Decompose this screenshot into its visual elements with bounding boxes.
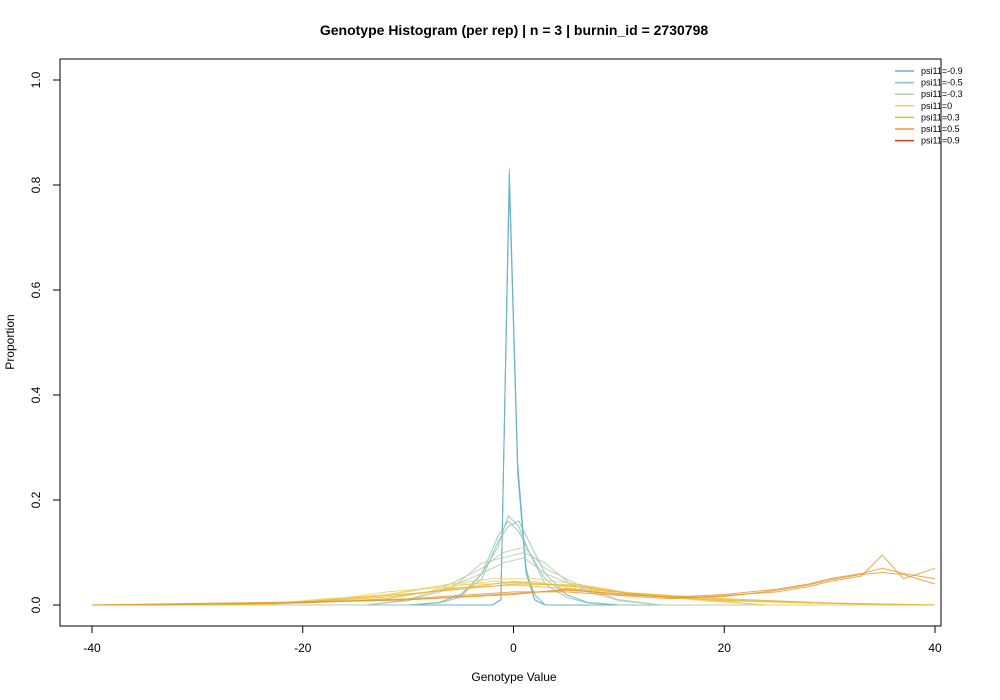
- series-psi11=-0.5: [92, 515, 935, 606]
- series-line-rep-3: [91, 572, 936, 606]
- series-psi11=0.5: [91, 554, 936, 606]
- series-line-rep-3: [92, 557, 935, 606]
- y-tick-label: 0.4: [29, 386, 43, 403]
- legend-entry: psi11=-0.3: [921, 89, 963, 99]
- series-line-rep-2: [92, 552, 935, 606]
- x-tick-label: 0: [510, 641, 517, 655]
- series-line-rep-3: [92, 580, 935, 606]
- legend-entry: psi11=-0.5: [921, 78, 963, 88]
- y-tick-label: 0.6: [29, 281, 43, 298]
- series-layer: [91, 168, 936, 606]
- x-tick-label: -40: [83, 641, 101, 655]
- series-line-rep-1: [92, 546, 935, 606]
- legend-entry: psi11=0.5: [921, 124, 960, 134]
- x-axis: -40 -20 0 20 40: [83, 625, 942, 655]
- legend-entry: psi11=0: [921, 101, 952, 111]
- legend-entry: psi11=0.9: [921, 136, 960, 146]
- series-psi11=-0.9: [92, 168, 935, 606]
- chart-title: Genotype Histogram (per rep) | n = 3 | b…: [320, 22, 708, 38]
- legend: psi11=-0.9psi11=-0.5psi11=-0.3psi11=0psi…: [895, 66, 963, 146]
- y-axis: 0.0 0.2 0.4 0.6 0.8 1.0: [29, 71, 61, 613]
- y-tick-label: 1.0: [29, 71, 43, 88]
- x-tick-label: 40: [928, 641, 942, 655]
- series-line-rep-2: [91, 554, 936, 606]
- series-psi11=-0.3: [92, 546, 935, 606]
- y-tick-label: 0.2: [29, 491, 43, 508]
- y-axis-label: Proportion: [3, 314, 17, 369]
- plot-frame: [59, 58, 942, 627]
- series-line-rep-2: [92, 520, 935, 606]
- y-tick-label: 0.8: [29, 176, 43, 193]
- x-axis-label: Genotype Value: [471, 670, 556, 684]
- legend-entry: psi11=0.3: [921, 112, 960, 122]
- series-line-rep-2: [92, 174, 935, 606]
- legend-entry: psi11=-0.9: [921, 66, 963, 76]
- y-tick-label: 0.0: [29, 596, 43, 613]
- series-line-rep-1: [92, 168, 935, 606]
- x-tick-label: 20: [718, 641, 732, 655]
- series-line-rep-3: [92, 520, 935, 606]
- series-line-rep-3: [92, 184, 935, 606]
- x-tick-label: -20: [294, 641, 312, 655]
